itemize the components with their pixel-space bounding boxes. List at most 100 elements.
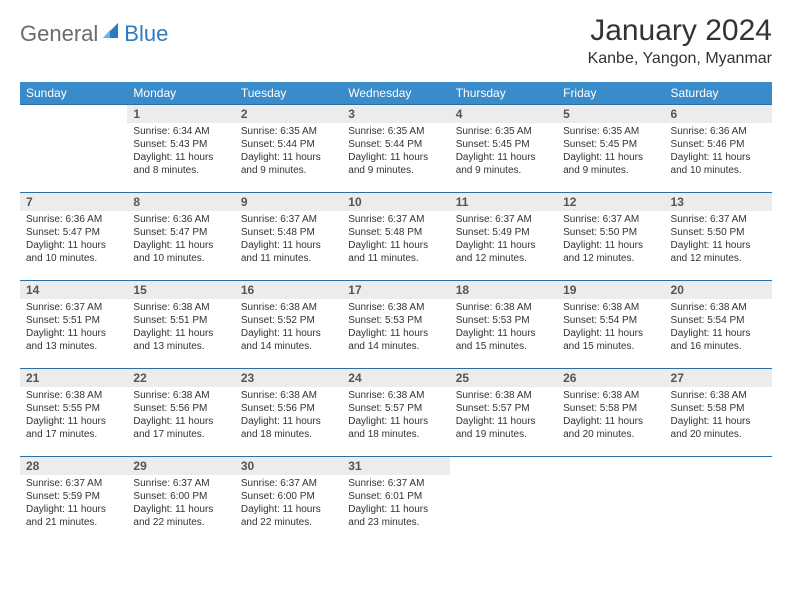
- sunset-line: Sunset: 5:56 PM: [133, 402, 228, 415]
- daylight-line: Daylight: 11 hours and 21 minutes.: [26, 503, 121, 529]
- day-number: 22: [127, 369, 234, 387]
- sunset-line: Sunset: 5:50 PM: [563, 226, 658, 239]
- day-details: Sunrise: 6:38 AMSunset: 5:53 PMDaylight:…: [342, 299, 449, 357]
- day-number: 29: [127, 457, 234, 475]
- daylight-line: Daylight: 11 hours and 12 minutes.: [456, 239, 551, 265]
- daylight-line: Daylight: 11 hours and 14 minutes.: [241, 327, 336, 353]
- sunrise-line: Sunrise: 6:36 AM: [26, 213, 121, 226]
- weekday-header: Thursday: [450, 82, 557, 105]
- daylight-line: Daylight: 11 hours and 17 minutes.: [133, 415, 228, 441]
- sunset-line: Sunset: 5:51 PM: [133, 314, 228, 327]
- day-number: 15: [127, 281, 234, 299]
- day-details: Sunrise: 6:38 AMSunset: 5:52 PMDaylight:…: [235, 299, 342, 357]
- calendar-day-cell: 22 Sunrise: 6:38 AMSunset: 5:56 PMDayligh…: [127, 369, 234, 457]
- day-number: 1: [127, 105, 234, 123]
- calendar-day-cell: [20, 105, 127, 193]
- sunrise-line: Sunrise: 6:38 AM: [563, 389, 658, 402]
- day-details: Sunrise: 6:35 AMSunset: 5:45 PMDaylight:…: [450, 123, 557, 181]
- day-number: 11: [450, 193, 557, 211]
- calendar-day-cell: [665, 457, 772, 545]
- sunset-line: Sunset: 5:53 PM: [456, 314, 551, 327]
- calendar-day-cell: 4Sunrise: 6:35 AMSunset: 5:45 PMDaylight…: [450, 105, 557, 193]
- daylight-line: Daylight: 11 hours and 9 minutes.: [348, 151, 443, 177]
- daylight-line: Daylight: 11 hours and 10 minutes.: [133, 239, 228, 265]
- sunrise-line: Sunrise: 6:37 AM: [26, 477, 121, 490]
- day-number: 12: [557, 193, 664, 211]
- calendar-week-row: 1Sunrise: 6:34 AMSunset: 5:43 PMDaylight…: [20, 105, 772, 193]
- sunrise-line: Sunrise: 6:37 AM: [563, 213, 658, 226]
- daylight-line: Daylight: 11 hours and 20 minutes.: [671, 415, 766, 441]
- sunrise-line: Sunrise: 6:37 AM: [348, 477, 443, 490]
- sunset-line: Sunset: 5:54 PM: [671, 314, 766, 327]
- day-details: Sunrise: 6:37 AMSunset: 6:01 PMDaylight:…: [342, 475, 449, 533]
- calendar-day-cell: 23Sunrise: 6:38 AMSunset: 5:56 PMDayligh…: [235, 369, 342, 457]
- weekday-header: Wednesday: [342, 82, 449, 105]
- page-header: General Blue January 2024 Kanbe, Yangon,…: [20, 14, 772, 72]
- calendar-day-cell: 15Sunrise: 6:38 AMSunset: 5:51 PMDayligh…: [127, 281, 234, 369]
- sunrise-line: Sunrise: 6:37 AM: [241, 477, 336, 490]
- sunrise-line: Sunrise: 6:35 AM: [456, 125, 551, 138]
- calendar-day-cell: 11 Sunrise: 6:37 AMSunset: 5:49 PMDayligh…: [450, 193, 557, 281]
- sunset-line: Sunset: 5:46 PM: [671, 138, 766, 151]
- day-number: 31: [342, 457, 449, 475]
- day-details: Sunrise: 6:37 AMSunset: 5:50 PMDaylight:…: [665, 211, 772, 269]
- daylight-line: Daylight: 11 hours and 12 minutes.: [563, 239, 658, 265]
- daylight-line: Daylight: 11 hours and 18 minutes.: [348, 415, 443, 441]
- sunset-line: Sunset: 5:50 PM: [671, 226, 766, 239]
- day-number: 23: [235, 369, 342, 387]
- sunrise-line: Sunrise: 6:38 AM: [241, 301, 336, 314]
- logo-text-general: General: [20, 21, 98, 47]
- day-number: 14: [20, 281, 127, 299]
- day-number: 28: [20, 457, 127, 475]
- sunrise-line: Sunrise: 6:36 AM: [671, 125, 766, 138]
- title-block: January 2024 Kanbe, Yangon, Myanmar: [588, 14, 772, 72]
- day-number: 19: [557, 281, 664, 299]
- daylight-line: Daylight: 11 hours and 18 minutes.: [241, 415, 336, 441]
- sunrise-line: Sunrise: 6:38 AM: [563, 301, 658, 314]
- daylight-line: Daylight: 11 hours and 22 minutes.: [133, 503, 228, 529]
- calendar-day-cell: 13Sunrise: 6:37 AMSunset: 5:50 PMDayligh…: [665, 193, 772, 281]
- sunset-line: Sunset: 5:51 PM: [26, 314, 121, 327]
- sunrise-line: Sunrise: 6:37 AM: [671, 213, 766, 226]
- calendar-day-cell: 27Sunrise: 6:38 AMSunset: 5:58 PMDayligh…: [665, 369, 772, 457]
- day-number: 18: [450, 281, 557, 299]
- daylight-line: Daylight: 11 hours and 9 minutes.: [241, 151, 336, 177]
- calendar-day-cell: 9Sunrise: 6:37 AMSunset: 5:48 PMDaylight…: [235, 193, 342, 281]
- day-number: 3: [342, 105, 449, 123]
- weekday-header: Monday: [127, 82, 234, 105]
- day-number: 9: [235, 193, 342, 211]
- calendar-day-cell: 26Sunrise: 6:38 AMSunset: 5:58 PMDayligh…: [557, 369, 664, 457]
- daylight-line: Daylight: 11 hours and 9 minutes.: [456, 151, 551, 177]
- day-number: 17: [342, 281, 449, 299]
- day-number: 30: [235, 457, 342, 475]
- sunrise-line: Sunrise: 6:38 AM: [456, 301, 551, 314]
- sunset-line: Sunset: 5:49 PM: [456, 226, 551, 239]
- day-details: [557, 475, 664, 481]
- sunset-line: Sunset: 5:44 PM: [241, 138, 336, 151]
- calendar-day-cell: 8Sunrise: 6:36 AMSunset: 5:47 PMDaylight…: [127, 193, 234, 281]
- daylight-line: Daylight: 11 hours and 15 minutes.: [456, 327, 551, 353]
- day-number: 4: [450, 105, 557, 123]
- day-details: Sunrise: 6:37 AMSunset: 5:51 PMDaylight:…: [20, 299, 127, 357]
- day-number: 24: [342, 369, 449, 387]
- calendar-day-cell: 6Sunrise: 6:36 AMSunset: 5:46 PMDaylight…: [665, 105, 772, 193]
- calendar-day-cell: 20Sunrise: 6:38 AMSunset: 5:54 PMDayligh…: [665, 281, 772, 369]
- day-details: [20, 123, 127, 129]
- sunrise-line: Sunrise: 6:37 AM: [348, 213, 443, 226]
- calendar-day-cell: 25Sunrise: 6:38 AMSunset: 5:57 PMDayligh…: [450, 369, 557, 457]
- sunset-line: Sunset: 5:43 PM: [133, 138, 228, 151]
- sunset-line: Sunset: 5:44 PM: [348, 138, 443, 151]
- weekday-header: Sunday: [20, 82, 127, 105]
- sunset-line: Sunset: 5:48 PM: [348, 226, 443, 239]
- sunrise-line: Sunrise: 6:38 AM: [133, 389, 228, 402]
- calendar-day-cell: 17Sunrise: 6:38 AMSunset: 5:53 PMDayligh…: [342, 281, 449, 369]
- logo-text-blue: Blue: [124, 21, 168, 47]
- calendar-day-cell: 31Sunrise: 6:37 AMSunset: 6:01 PMDayligh…: [342, 457, 449, 545]
- sunset-line: Sunset: 5:58 PM: [563, 402, 658, 415]
- sunrise-line: Sunrise: 6:37 AM: [456, 213, 551, 226]
- calendar-day-cell: 3Sunrise: 6:35 AMSunset: 5:44 PMDaylight…: [342, 105, 449, 193]
- sunrise-line: Sunrise: 6:38 AM: [348, 389, 443, 402]
- calendar-day-cell: 21Sunrise: 6:38 AMSunset: 5:55 PMDayligh…: [20, 369, 127, 457]
- sunrise-line: Sunrise: 6:38 AM: [133, 301, 228, 314]
- day-number: 8: [127, 193, 234, 211]
